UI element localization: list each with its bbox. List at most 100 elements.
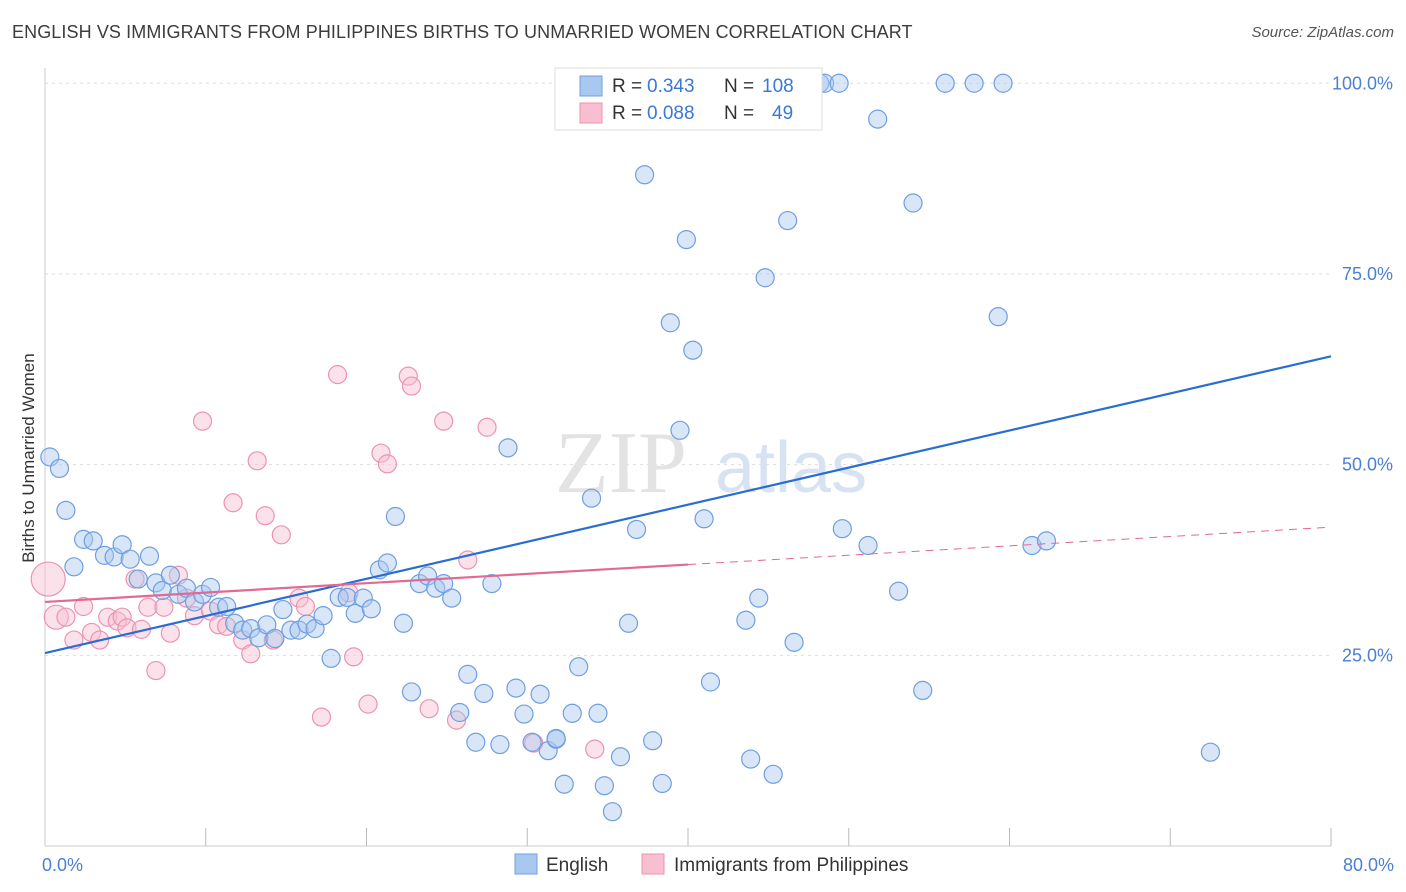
english-point <box>1200 742 1221 762</box>
english-point <box>1022 535 1042 556</box>
english-point <box>634 165 655 185</box>
english-point <box>581 488 602 508</box>
english-point <box>401 682 422 702</box>
y-axis-label: Births to Unmarried Women <box>19 353 38 562</box>
english-point <box>514 704 534 724</box>
philippines-point <box>295 596 316 617</box>
chart-source: Source: ZipAtlas.com <box>1251 24 1394 41</box>
y-tick-labels: 25.0% 50.0% 75.0% 100.0% <box>1332 73 1393 665</box>
english-point <box>602 802 623 822</box>
english-trend-line <box>44 355 1332 655</box>
philippines-point <box>98 607 118 627</box>
english-point <box>353 588 373 608</box>
english-point <box>490 734 510 755</box>
english-point <box>660 313 680 333</box>
philippines-trend-line <box>44 563 689 604</box>
english-point <box>1036 531 1057 551</box>
english-point <box>361 599 381 619</box>
philippines-r-label: R = <box>612 103 642 124</box>
english-r-value: 0.343 <box>647 76 695 97</box>
trend-lines <box>44 355 1332 655</box>
english-point <box>377 553 397 573</box>
english-point <box>594 776 615 796</box>
philippines-point <box>112 607 132 627</box>
english-point <box>64 557 84 577</box>
philippines-point <box>160 623 180 643</box>
philippines-point <box>146 660 166 681</box>
philippines-n-label: N = <box>724 103 754 124</box>
english-point <box>128 569 148 589</box>
philippines-point <box>377 454 397 474</box>
english-point <box>676 230 696 250</box>
english-point <box>482 574 502 594</box>
philippines-point <box>138 597 158 617</box>
philippines-n-value: 49 <box>772 103 793 124</box>
philippines-point <box>311 707 332 727</box>
philippines-point <box>327 365 348 385</box>
philippines-point <box>585 739 605 759</box>
english-point <box>741 749 761 769</box>
english-point <box>530 684 550 704</box>
english-point <box>139 546 160 566</box>
philippines-r-value: 0.088 <box>647 103 695 124</box>
english-n-value: 108 <box>762 76 794 97</box>
english-point <box>700 672 721 692</box>
english-point <box>49 458 70 479</box>
english-point <box>474 683 494 704</box>
english-point <box>265 628 285 649</box>
english-n-label: N = <box>724 76 754 97</box>
philippines-point <box>255 506 275 526</box>
bottom-legend: English Immigrants from Philippines <box>514 853 908 876</box>
english-point <box>120 549 140 569</box>
english-point <box>903 193 923 213</box>
english-point <box>626 519 647 540</box>
bottom-legend-philippines-label: Immigrants from Philippines <box>674 855 908 876</box>
philippines-points <box>30 365 605 759</box>
english-point <box>546 728 566 749</box>
english-point <box>321 648 341 668</box>
english-point <box>569 657 589 677</box>
philippines-point <box>271 525 291 545</box>
english-point <box>73 529 94 549</box>
english-swatch <box>579 75 603 97</box>
english-point <box>522 732 542 752</box>
english-point <box>442 588 462 608</box>
english-point <box>94 545 115 565</box>
english-point <box>993 73 1013 93</box>
philippines-point <box>241 644 261 664</box>
philippines-swatch <box>579 102 603 124</box>
philippines-point <box>192 411 213 431</box>
y-tick-label-50: 50.0% <box>1342 455 1393 475</box>
philippines-point <box>358 694 378 714</box>
chart-title: ENGLISH VS IMMIGRANTS FROM PHILIPPINES B… <box>12 22 913 42</box>
english-point <box>458 664 478 684</box>
english-point <box>498 438 518 458</box>
english-point <box>450 702 470 723</box>
philippines-point <box>477 417 497 437</box>
english-point <box>610 747 631 767</box>
y-tick-label-25: 25.0% <box>1342 645 1393 665</box>
english-point <box>83 531 103 551</box>
english-point <box>466 732 486 752</box>
philippines-point <box>401 376 422 396</box>
english-point <box>393 613 414 633</box>
philippines-trend-extension <box>687 526 1332 566</box>
english-point <box>694 509 714 529</box>
axes <box>44 68 1332 847</box>
english-point <box>988 307 1008 327</box>
philippines-point <box>30 561 66 597</box>
english-point <box>56 500 76 520</box>
english-point <box>913 680 933 701</box>
english-point <box>784 632 804 652</box>
english-point <box>562 703 582 723</box>
english-point <box>329 587 349 607</box>
english-point <box>233 620 253 640</box>
english-point <box>736 610 756 630</box>
x-tick-label-80: 80.0% <box>1343 855 1394 875</box>
english-point <box>829 73 849 93</box>
english-point <box>964 73 984 93</box>
philippines-point <box>371 443 391 463</box>
english-point <box>858 535 878 556</box>
english-point <box>112 535 132 555</box>
english-point <box>643 731 663 751</box>
